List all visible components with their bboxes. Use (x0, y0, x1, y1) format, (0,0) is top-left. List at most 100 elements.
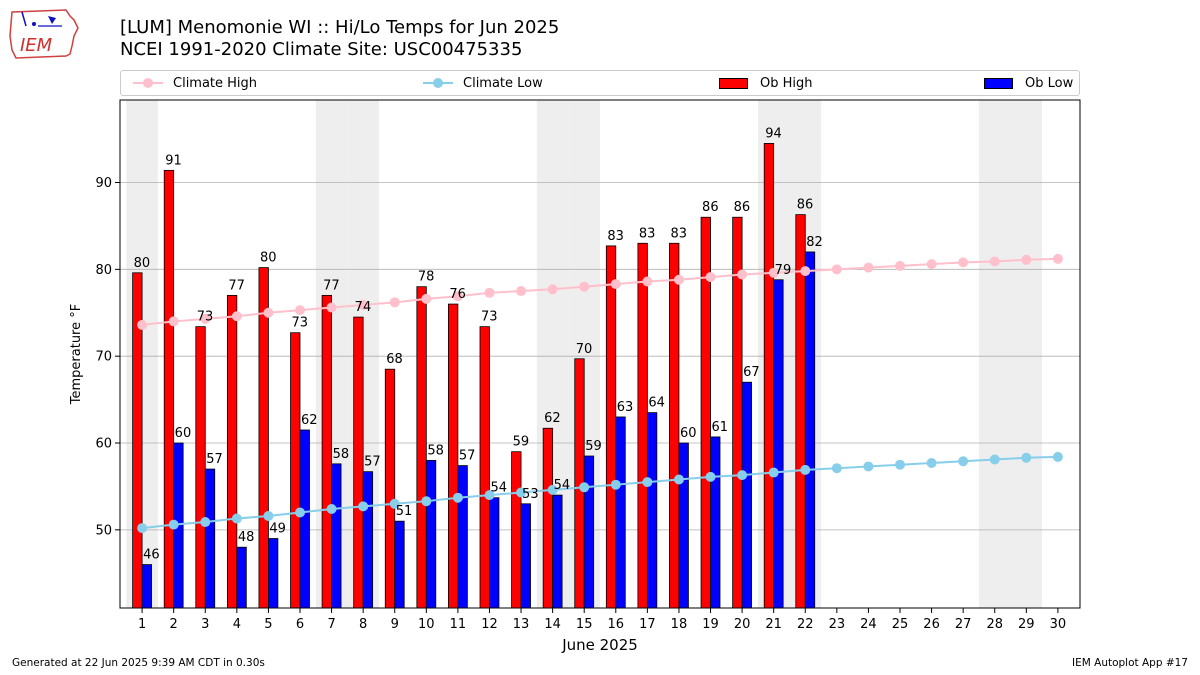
bar-ob-low (773, 279, 784, 609)
bar-ob-low (741, 381, 752, 609)
point-climate-low (168, 519, 179, 530)
line-climate-high (141, 257, 1058, 326)
point-climate-high (926, 259, 937, 270)
x-tick-label: 8 (359, 617, 367, 632)
point-climate-low (863, 461, 874, 472)
point-climate-low (800, 464, 811, 475)
legend-label: Climate Low (463, 75, 543, 91)
chart-title-line1: [LUM] Menomonie WI :: Hi/Lo Temps for Ju… (120, 17, 560, 38)
data-label-ob-low: 64 (648, 396, 665, 411)
point-climate-low (200, 517, 211, 528)
point-climate-low (137, 523, 148, 534)
point-climate-high (705, 272, 716, 283)
bar-ob-low (141, 564, 152, 609)
point-climate-low (547, 484, 558, 495)
plot-frame (119, 99, 1081, 609)
data-label-ob-low: 57 (364, 455, 381, 470)
point-climate-high (200, 313, 211, 324)
data-label-ob-high: 94 (765, 126, 782, 141)
y-tick-label: 90 (95, 176, 112, 191)
point-climate-high (452, 291, 463, 302)
data-label-ob-high: 77 (228, 278, 245, 293)
bar-ob-high (605, 245, 617, 609)
legend-item-ob-low: Ob Low (984, 71, 1073, 95)
bar-ob-high (195, 326, 206, 609)
legend-label: Ob Low (1025, 75, 1074, 91)
data-label-ob-low: 61 (712, 420, 729, 435)
data-label-ob-high: 73 (197, 310, 214, 325)
bars (132, 143, 816, 609)
bar-ob-high (290, 332, 301, 609)
point-climate-high (295, 305, 305, 316)
point-climate-high (326, 302, 337, 313)
point-climate-high (768, 267, 779, 278)
point-climate-low (358, 501, 369, 512)
data-label-ob-high: 80 (134, 256, 151, 271)
x-tick-label: 11 (450, 617, 467, 632)
point-climate-high (389, 297, 400, 308)
x-tick-label: 6 (296, 617, 304, 632)
point-climate-high (484, 287, 495, 298)
bar-ob-low (457, 465, 468, 609)
bar-ob-low (362, 471, 374, 609)
data-label-ob-low: 63 (617, 400, 634, 415)
point-climate-low (389, 498, 400, 509)
point-climate-low (895, 459, 905, 470)
point-climate-high (516, 286, 527, 297)
point-climate-low (642, 477, 653, 488)
x-tick-label: 7 (327, 617, 335, 632)
y-tick-label: 70 (95, 350, 112, 365)
data-label-ob-low: 53 (522, 487, 539, 502)
point-climate-high (231, 311, 242, 322)
point-climate-low (231, 513, 242, 524)
data-label-ob-high: 77 (323, 278, 340, 293)
x-tick-label: 13 (513, 617, 530, 632)
y-tick-label: 60 (95, 437, 112, 452)
data-label-ob-high: 68 (386, 352, 403, 367)
x-tick-label: 24 (860, 617, 877, 632)
x-tick-label: 26 (923, 617, 940, 632)
data-label-ob-high: 78 (418, 270, 435, 285)
x-tick-label: 30 (1050, 617, 1067, 632)
point-climate-high (547, 284, 558, 295)
point-climate-low (705, 471, 716, 482)
bar-ob-low (204, 468, 216, 609)
point-climate-low (295, 507, 305, 518)
bar-ob-high (479, 326, 490, 609)
chart-title-line2: NCEI 1991-2020 Climate Site: USC00475335 (120, 39, 523, 60)
data-label-ob-low: 67 (743, 365, 760, 380)
point-climate-high (1052, 253, 1063, 264)
data-label-ob-high: 80 (260, 251, 277, 266)
point-climate-low (326, 504, 337, 515)
bar-ob-low (552, 494, 563, 609)
x-tick-label: 17 (639, 617, 656, 632)
data-label-ob-low: 57 (206, 452, 223, 467)
footer-generated: Generated at 22 Jun 2025 9:39 AM CDT in … (12, 657, 265, 669)
data-label-ob-low: 58 (427, 443, 444, 458)
bar-ob-high (258, 267, 269, 609)
bar-ob-high (384, 368, 396, 609)
data-label-ob-high: 86 (702, 200, 719, 215)
legend-swatch-climate-low (423, 77, 453, 89)
bar-ob-low (394, 520, 405, 609)
data-label-ob-low: 49 (269, 522, 286, 537)
logo-text: IEM (20, 35, 53, 56)
point-climate-low (737, 470, 748, 481)
data-label-ob-low: 79 (775, 263, 792, 278)
bar-ob-high (511, 451, 522, 609)
data-label-ob-high: 83 (639, 226, 656, 241)
bar-ob-low (520, 503, 531, 609)
point-climate-low (263, 510, 274, 521)
x-tick-label: 20 (734, 617, 751, 632)
x-tick-label: 4 (233, 617, 241, 632)
bar-ob-high (226, 294, 238, 609)
point-climate-low (516, 487, 527, 498)
data-label-ob-high: 74 (355, 300, 372, 315)
y-tick-label: 50 (95, 523, 112, 538)
x-tick-label: 5 (264, 617, 272, 632)
data-label-ob-high: 83 (607, 229, 624, 244)
data-label-ob-low: 54 (554, 478, 571, 493)
point-climate-high (958, 257, 969, 268)
x-tick-label: 10 (418, 617, 435, 632)
